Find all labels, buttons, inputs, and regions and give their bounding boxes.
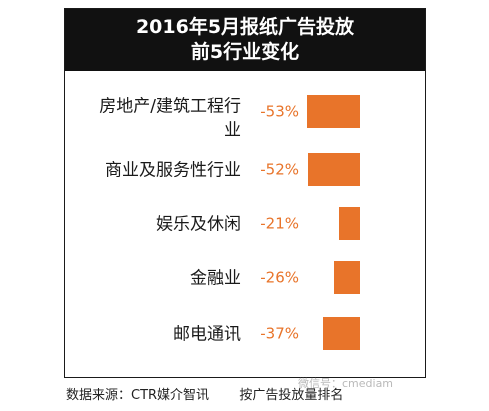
category-label-2: 商业及服务性行业	[105, 161, 241, 181]
bar-chart: -53% 房地产/建筑工程行业 -52% 商业及服务性行业 -21% 娱乐及休闲 -26% 金…	[99, 95, 360, 350]
chart-title-line-2: 前5行业变化	[190, 41, 300, 63]
ranking-note: 按广告投放量排名	[239, 388, 344, 403]
chart-footer: 数据来源：CTR媒介智讯 按广告投放量排名	[66, 384, 466, 403]
chart-title-bar: 2016年5月报纸广告投放 前5行业变化	[65, 9, 425, 71]
value-label-5: -37%	[260, 325, 299, 343]
category-label-1: 房地产/建筑工程行业	[99, 97, 241, 141]
bar-4	[334, 261, 360, 294]
chart-title-line-1: 2016年5月报纸广告投放	[135, 16, 355, 38]
bar-3	[339, 207, 360, 240]
watermark-text: 微信号：cmediam	[298, 377, 394, 390]
bar-5	[323, 317, 360, 350]
bar-2	[308, 153, 360, 186]
value-label-3: -21%	[260, 215, 299, 233]
value-label-2: -52%	[260, 161, 299, 179]
bar-1	[307, 95, 360, 128]
value-label-1: -53%	[260, 103, 299, 121]
source-note: 数据来源：CTR媒介智讯	[66, 388, 210, 403]
chart-frame: 2016年5月报纸广告投放 前5行业变化 -53% 房地产/建筑工程行业 -52% 商…	[64, 8, 426, 378]
category-label-4: 金融业	[190, 269, 241, 289]
category-label-3: 娱乐及休闲	[156, 215, 241, 235]
value-label-4: -26%	[260, 269, 299, 287]
category-label-5: 邮电通讯	[173, 325, 241, 345]
